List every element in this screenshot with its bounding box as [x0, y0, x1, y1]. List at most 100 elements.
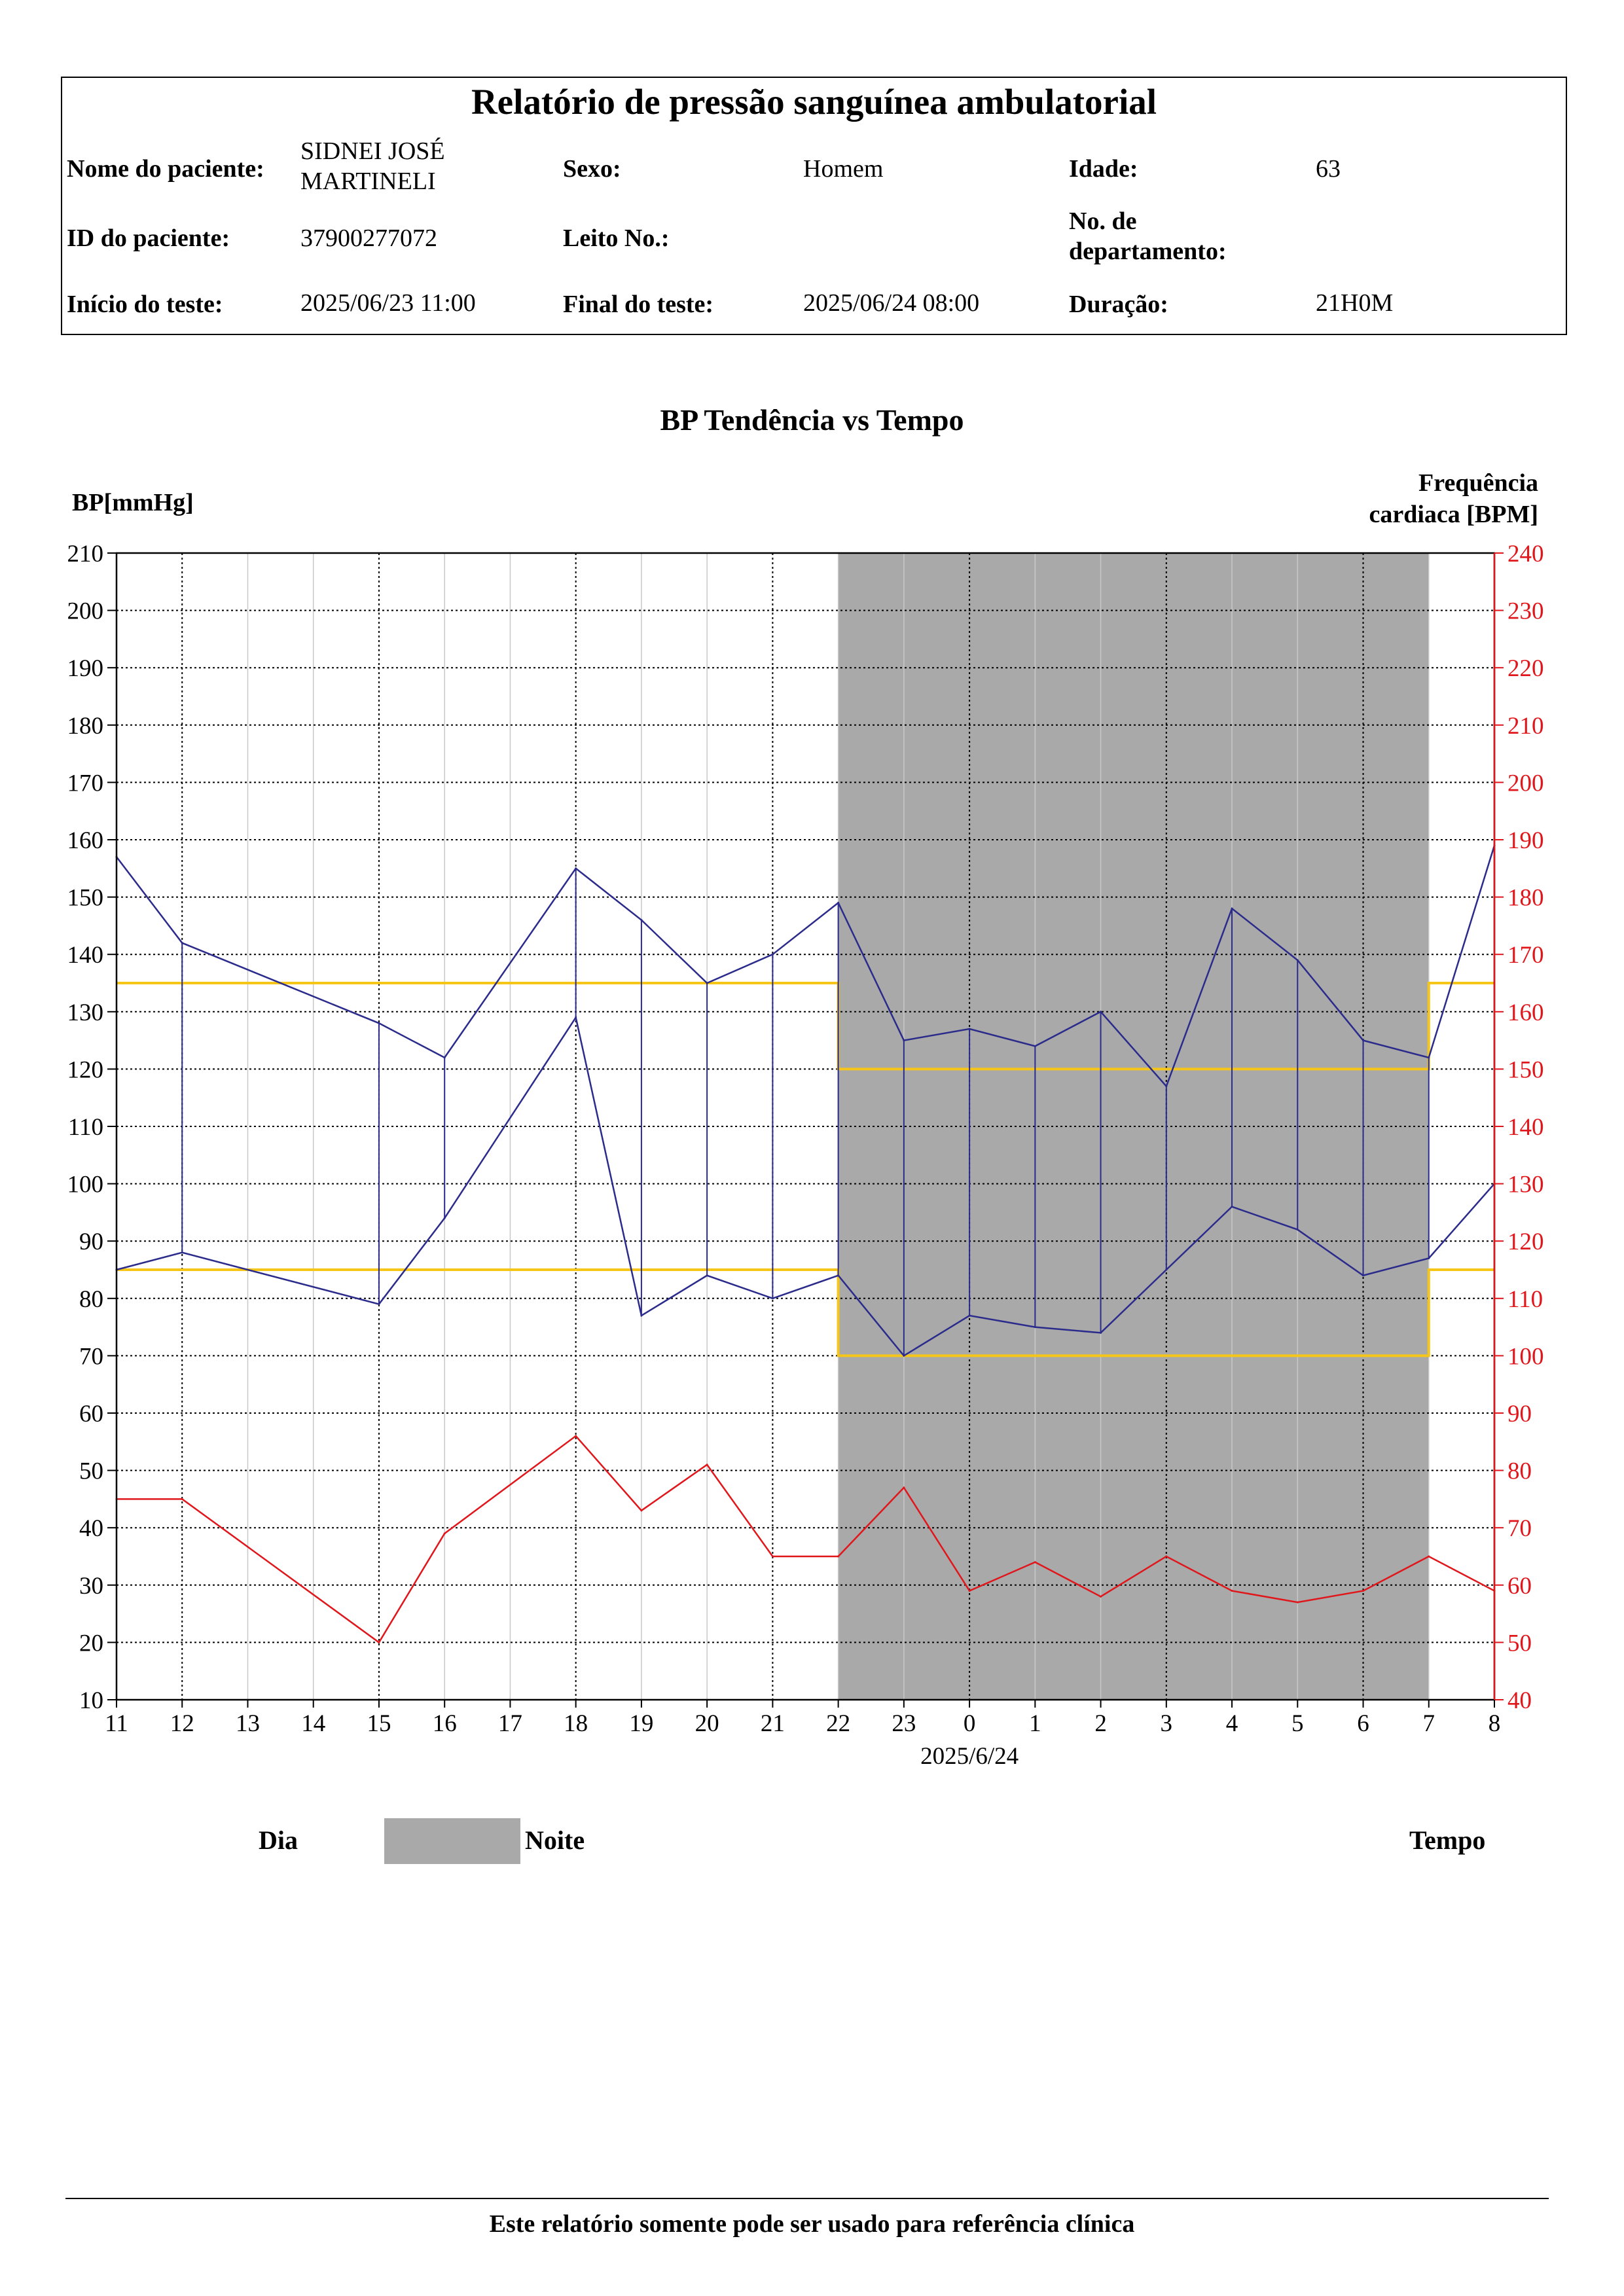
systolic-line-point — [1100, 1011, 1102, 1013]
hr-axis-tick-label: 190 — [1507, 827, 1544, 854]
heart-rate-line-point — [443, 1532, 446, 1535]
systolic-line-point — [181, 942, 183, 944]
diastolic-line-point — [1034, 1326, 1036, 1329]
time-axis-tick-label: 16 — [433, 1710, 457, 1737]
diastolic-line-point — [706, 1274, 708, 1277]
hr-axis-tick-label: 240 — [1507, 541, 1544, 567]
bp-axis-tick-label: 200 — [67, 598, 104, 625]
heart-rate-line-point — [1296, 1601, 1299, 1604]
heart-rate-line-point — [1231, 1590, 1233, 1592]
systolic-line-point — [443, 1056, 446, 1059]
bp-axis-tick-label: 70 — [79, 1343, 103, 1370]
hr-axis-tick-label: 200 — [1507, 770, 1544, 797]
heart-rate-line-point — [181, 1498, 183, 1500]
hr-axis-tick-label: 180 — [1507, 885, 1544, 912]
heart-rate-line-point — [771, 1555, 774, 1558]
hr-axis-tick-label: 60 — [1507, 1573, 1532, 1600]
bp-axis-tick-label: 160 — [67, 827, 104, 854]
hr-axis-tick-label: 40 — [1507, 1687, 1532, 1714]
duration-value: 21H0M — [1316, 289, 1394, 317]
bp-axis-tick-label: 210 — [67, 541, 104, 567]
test-start-label: Início do teste: — [67, 291, 223, 318]
heart-rate-line-point — [903, 1486, 905, 1489]
hr-axis-tick-label: 150 — [1507, 1056, 1544, 1083]
bp-axis-tick-label: 180 — [67, 713, 104, 740]
diastolic-line-point — [837, 1274, 840, 1277]
bp-axis-tick-label: 140 — [67, 942, 104, 969]
time-axis-tick-label: 21 — [761, 1710, 785, 1737]
bp-axis-tick-label: 110 — [68, 1114, 103, 1141]
heart-rate-line-point — [575, 1435, 577, 1437]
night-band — [838, 553, 1429, 1700]
hr-axis-tick-label: 220 — [1507, 655, 1544, 682]
patient-id-value: 37900277072 — [300, 224, 437, 252]
time-axis-tick-label: 4 — [1226, 1710, 1238, 1737]
hr-axis-tick-label: 140 — [1507, 1114, 1544, 1141]
time-axis-tick-label: 1 — [1029, 1710, 1041, 1737]
hr-axis-tick-label: 80 — [1507, 1458, 1532, 1485]
hr-axis-title: Frequência cardiaca [BPM] — [1369, 469, 1538, 528]
time-axis-tick-label: 5 — [1291, 1710, 1304, 1737]
test-end-label: Final do teste: — [563, 291, 714, 318]
hr-axis-tick-label: 170 — [1507, 942, 1544, 969]
systolic-line-point — [903, 1039, 905, 1042]
time-axis-tick-label: 8 — [1489, 1710, 1501, 1737]
bp-axis-tick-label: 190 — [67, 655, 104, 682]
hr-axis-tick-label: 120 — [1507, 1229, 1544, 1255]
heart-rate-line-point — [1362, 1590, 1365, 1592]
heart-rate-line-point — [1165, 1555, 1168, 1558]
diastolic-line-point — [903, 1354, 905, 1357]
legend-night-label: Noite — [525, 1825, 585, 1855]
hr-axis-tick-label: 230 — [1507, 598, 1544, 625]
bed-label: Leito No.: — [563, 224, 670, 252]
systolic-line-point — [968, 1028, 971, 1030]
diastolic-line-point — [1296, 1229, 1299, 1231]
bp-axis-tick-label: 60 — [79, 1401, 103, 1427]
bp-axis-tick-label: 130 — [67, 999, 104, 1026]
hr-axis-tick-label: 70 — [1507, 1515, 1532, 1542]
patient-name-label: Nome do paciente: — [67, 155, 264, 183]
footer-divider — [65, 2198, 1549, 2199]
systolic-line-point — [1034, 1045, 1036, 1047]
time-axis-tick-label: 22 — [826, 1710, 850, 1737]
time-axis-tick-label: 15 — [367, 1710, 391, 1737]
systolic-line-point — [1231, 907, 1233, 910]
diastolic-line-point — [1362, 1274, 1365, 1277]
legend-day-label: Dia — [259, 1825, 298, 1855]
age-label: Idade: — [1069, 155, 1138, 183]
hr-axis-tick-label: 160 — [1507, 999, 1544, 1026]
age-value: 63 — [1316, 155, 1341, 183]
diastolic-line-point — [771, 1297, 774, 1300]
heart-rate-line-point — [1034, 1561, 1036, 1564]
bp-axis-tick-label: 10 — [79, 1687, 103, 1714]
report-title: Relatório de pressão sanguínea ambulator… — [471, 82, 1157, 122]
heart-rate-line-point — [1428, 1555, 1430, 1558]
systolic-line-point — [837, 901, 840, 904]
legend-time-label: Tempo — [1409, 1825, 1486, 1855]
systolic-line-point — [1428, 1056, 1430, 1059]
hr-axis-tick-label: 50 — [1507, 1630, 1532, 1657]
heart-rate-line-point — [378, 1641, 380, 1643]
test-start-value: 2025/06/23 11:00 — [300, 289, 476, 317]
diastolic-line-point — [1428, 1257, 1430, 1259]
legend-night-swatch — [384, 1818, 520, 1864]
time-axis-tick-label: 17 — [498, 1710, 522, 1737]
diastolic-line-point — [1100, 1331, 1102, 1334]
bp-axis-tick-label: 90 — [79, 1229, 103, 1255]
systolic-line-point — [1165, 1085, 1168, 1088]
bp-axis-title: BP[mmHg] — [72, 489, 194, 516]
diastolic-line-point — [575, 1016, 577, 1019]
hr-axis-tick-label: 130 — [1507, 1172, 1544, 1198]
bp-axis-tick-label: 80 — [79, 1286, 103, 1313]
systolic-line-point — [640, 919, 643, 922]
hr-axis-tick-label: 90 — [1507, 1401, 1532, 1427]
hr-axis-tick-label: 210 — [1507, 713, 1544, 740]
bp-axis-tick-label: 100 — [67, 1172, 104, 1198]
heart-rate-line-point — [1100, 1595, 1102, 1598]
time-axis-tick-label: 0 — [964, 1710, 976, 1737]
heart-rate-line-point — [968, 1590, 971, 1592]
diastolic-line-point — [1165, 1268, 1168, 1271]
hr-axis-tick-label: 110 — [1507, 1286, 1543, 1313]
time-axis-tick-label: 14 — [301, 1710, 325, 1737]
time-axis-tick-label: 19 — [629, 1710, 653, 1737]
